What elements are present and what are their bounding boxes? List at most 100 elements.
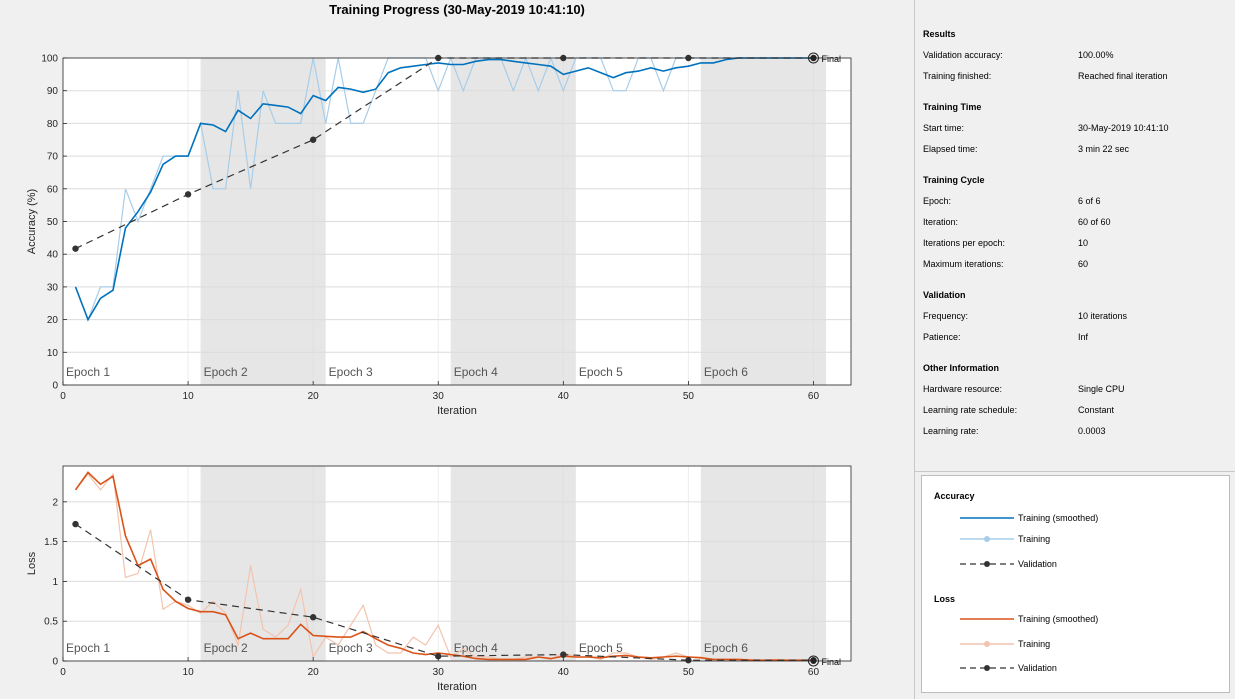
legend-loss-title: Loss <box>934 594 956 604</box>
validation-accuracy-label: Validation accuracy: <box>923 50 1003 60</box>
results-title: Results <box>923 29 956 39</box>
acc-epoch-label-1: Epoch 1 <box>66 365 110 379</box>
acc-xtick-label-5: 50 <box>683 391 695 402</box>
legend-loss-validation-line <box>960 665 1014 671</box>
legend-loss-training-label: Training <box>1018 639 1051 649</box>
start-time-label: Start time: <box>923 123 965 133</box>
legend-loss-smoothed-label: Training (smoothed) <box>1018 614 1099 624</box>
loss-validation-point-4 <box>435 653 442 660</box>
learning-rate-label: Learning rate: <box>923 426 979 436</box>
info-panel: Results Validation accuracy: 100.00% Tra… <box>915 0 1235 472</box>
acc-validation-point-1 <box>72 245 79 252</box>
acc-training-smoothed-line <box>74 57 814 322</box>
maximum-iterations-label: Maximum iterations: <box>923 259 1004 269</box>
iterations-per-epoch-label: Iterations per epoch: <box>923 238 1006 248</box>
acc-ytick-label-1: 10 <box>47 348 59 359</box>
loss-validation-point-5 <box>560 651 567 658</box>
patience-value: Inf <box>1078 332 1089 342</box>
acc-xtick-label-4: 40 <box>558 391 570 402</box>
training-time-title: Training Time <box>923 102 982 112</box>
acc-epoch-label-5: Epoch 5 <box>579 365 623 379</box>
acc-final-label: Final <box>821 54 841 64</box>
loss-ylabel: Loss <box>26 551 38 575</box>
loss-xtick-label-4: 40 <box>558 667 570 678</box>
acc-epoch-label-2: Epoch 2 <box>204 365 248 379</box>
legend-acc-smoothed-line <box>960 517 1014 519</box>
legend-loss-validation-label: Validation <box>1018 663 1057 673</box>
figure-title: Training Progress (30-May-2019 10:41:10) <box>329 2 585 17</box>
epoch-label: Epoch: <box>923 196 952 206</box>
legend-acc-smoothed-label: Training (smoothed) <box>1018 513 1099 523</box>
loss-xtick-label-3: 30 <box>433 667 445 678</box>
loss-ytick-label-4: 2 <box>52 497 58 508</box>
acc-ytick-label-5: 50 <box>47 217 59 228</box>
loss-epoch-label-1: Epoch 1 <box>66 641 110 655</box>
loss-ytick-label-3: 1.5 <box>44 537 58 548</box>
validation-title: Validation <box>923 290 966 300</box>
acc-ytick-label-6: 60 <box>47 184 59 195</box>
loss-xtick-label-6: 60 <box>808 667 820 678</box>
loss-validation-point-2 <box>184 596 192 603</box>
frequency-value: 10 iterations <box>1078 311 1128 321</box>
legend-acc-training-label: Training <box>1018 534 1051 544</box>
acc-xtick-label-6: 60 <box>808 391 820 402</box>
hardware-resource-value: Single CPU <box>1078 384 1125 394</box>
acc-xlabel: Iteration <box>437 405 477 417</box>
acc-ytick-label-8: 80 <box>47 119 59 130</box>
loss-xtick-label-2: 20 <box>308 667 320 678</box>
loss-xtick-label-5: 50 <box>683 667 695 678</box>
loss-epoch-label-2: Epoch 2 <box>204 641 248 655</box>
epoch-value: 6 of 6 <box>1078 196 1101 206</box>
loss-epoch-label-6: Epoch 6 <box>704 641 748 655</box>
acc-epoch-label-6: Epoch 6 <box>704 365 748 379</box>
acc-ytick-label-3: 30 <box>47 282 59 293</box>
legend-box: Accuracy Training (smoothed) Training Va… <box>921 475 1230 693</box>
acc-xtick-label-0: 0 <box>60 391 66 402</box>
legend-acc-validation-line <box>960 561 1014 567</box>
iterations-per-epoch-value: 10 <box>1078 238 1089 248</box>
learning-rate-schedule-value: Constant <box>1078 405 1115 415</box>
legend-acc-validation-label: Validation <box>1018 559 1057 569</box>
iteration-value: 60 of 60 <box>1078 217 1111 227</box>
plots-area: Training Progress (30-May-2019 10:41:10)… <box>26 2 852 693</box>
loss-epoch-label-5: Epoch 5 <box>579 641 623 655</box>
loss-epoch-band-4 <box>450 466 576 661</box>
iteration-label: Iteration: <box>923 217 959 227</box>
acc-ytick-label-9: 90 <box>47 86 59 97</box>
acc-ytick-label-0: 0 <box>52 381 58 392</box>
loss-epoch-label-3: Epoch 3 <box>329 641 373 655</box>
accuracy-chart: Epoch 1 Epoch 2 Epoch 3 Epoch 4 Epoch 5 Epoch… <box>26 52 852 417</box>
loss-ytick-label-2: 1 <box>52 577 58 588</box>
hardware-resource-label: Hardware resource: <box>923 384 1003 394</box>
loss-chart: Epoch 1 Epoch 2 Epoch 3 Epoch 4 Epoch 5 Epoch… <box>26 465 852 693</box>
acc-ylabel: Accuracy (%) <box>26 189 38 254</box>
acc-xtick-label-2: 20 <box>308 391 320 402</box>
loss-training-smoothed-line <box>74 471 814 662</box>
validation-accuracy-value: 100.00% <box>1078 50 1114 60</box>
loss-validation-point-1 <box>72 520 79 528</box>
loss-axes-box <box>62 465 852 662</box>
loss-xlabel: Iteration <box>437 681 477 693</box>
acc-ytick-label-4: 40 <box>47 250 59 261</box>
elapsed-time-label: Elapsed time: <box>923 144 978 154</box>
info-sidebar: Results Validation accuracy: 100.00% Tra… <box>914 0 1235 699</box>
frequency-label: Frequency: <box>923 311 969 321</box>
start-time-value: 30-May-2019 10:41:10 <box>1078 123 1169 133</box>
loss-xtick-label-0: 0 <box>60 667 66 678</box>
acc-ytick-label-10: 100 <box>41 54 58 65</box>
patience-label: Patience: <box>923 332 961 342</box>
legend-accuracy-title: Accuracy <box>934 491 975 501</box>
loss-epoch-band-6 <box>700 466 826 661</box>
training-finished-label: Training finished: <box>923 71 992 81</box>
acc-xtick-label-3: 30 <box>433 391 445 402</box>
loss-ytick-label-0: 0 <box>52 657 58 668</box>
loss-ytick-label-1: 0.5 <box>44 617 58 628</box>
loss-xtick-label-1: 10 <box>183 667 195 678</box>
maximum-iterations-value: 60 <box>1078 259 1089 269</box>
legend-loss-smoothed-line <box>960 618 1014 620</box>
learning-rate-schedule-label: Learning rate schedule: <box>923 405 1018 415</box>
training-finished-value: Reached final iteration <box>1078 71 1168 81</box>
loss-epoch-label-4: Epoch 4 <box>454 641 498 655</box>
acc-xtick-label-1: 10 <box>183 391 195 402</box>
learning-rate-value: 0.0003 <box>1078 426 1106 436</box>
